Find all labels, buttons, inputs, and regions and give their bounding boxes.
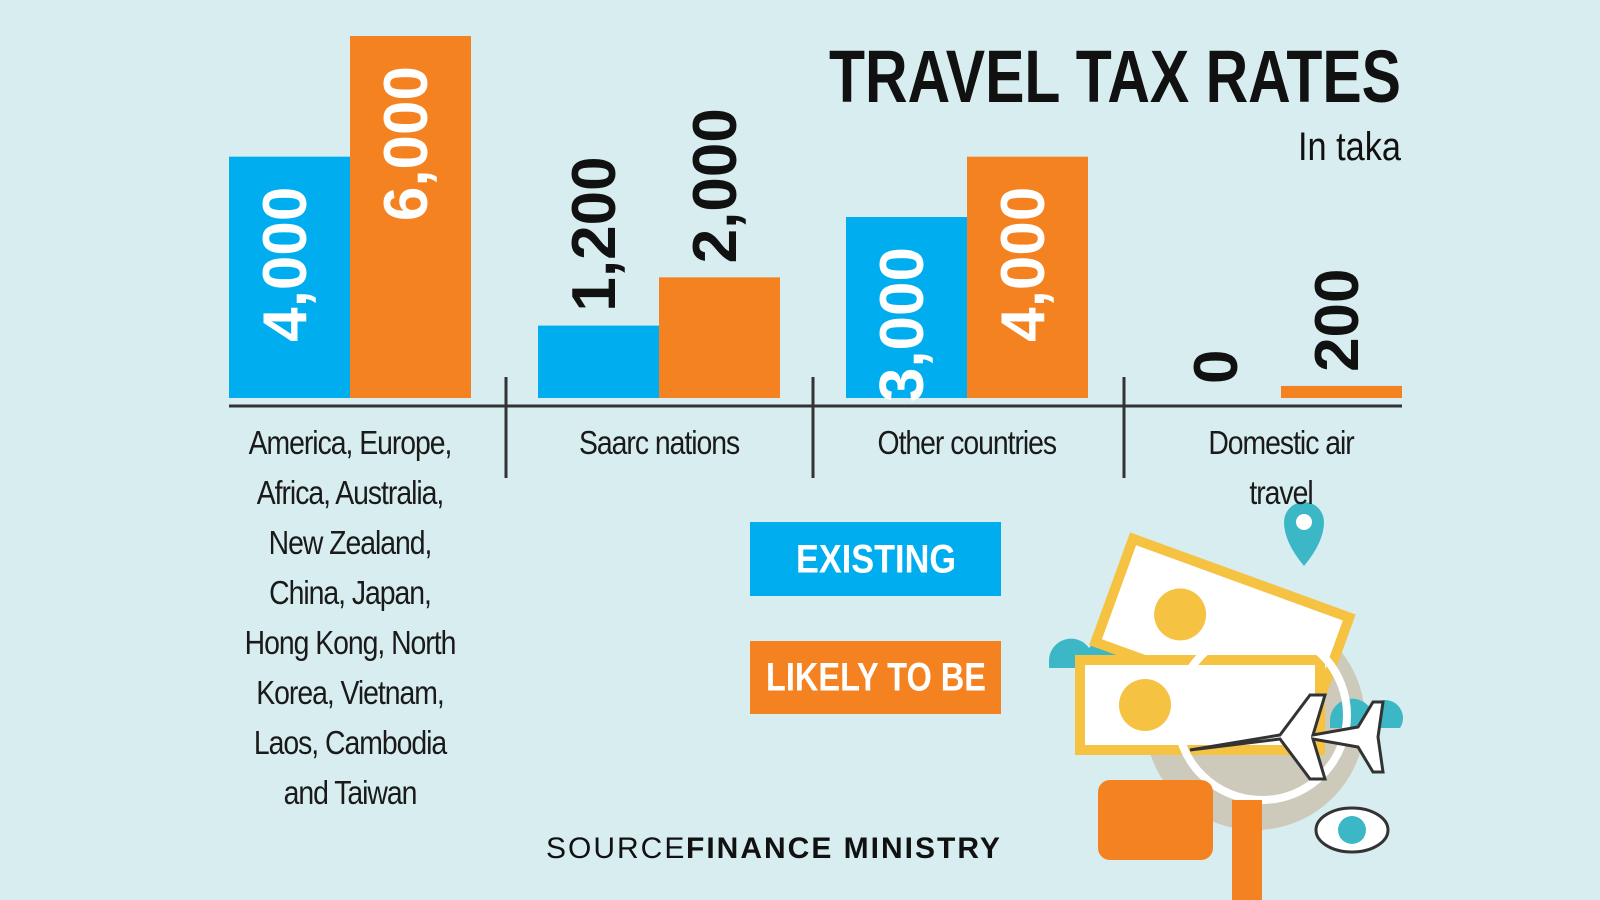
bar (659, 277, 780, 398)
value-label: 200 (1303, 268, 1372, 371)
value-label: 3,000 (868, 247, 937, 402)
illustration (1049, 502, 1404, 900)
category-text: Saarc nations (578, 424, 740, 461)
legend-swatch (750, 522, 1001, 596)
bar (350, 36, 471, 398)
bar (1281, 385, 1402, 398)
category-label: Saarc nations (509, 418, 809, 468)
chart-subtitle: In taka (1298, 125, 1402, 169)
category-text: Domestic air travel (1208, 424, 1354, 511)
value-label: 1,200 (560, 156, 629, 311)
bar (538, 325, 659, 398)
source-name: FINANCE MINISTRY (686, 832, 1002, 865)
category-text: Other countries (877, 424, 1058, 461)
bar (967, 156, 1088, 398)
bar (229, 156, 350, 398)
value-label: 0 (1182, 350, 1251, 384)
legend-label: EXISTING (796, 538, 956, 582)
category-label: Other countries (817, 418, 1117, 468)
legend-label: LIKELY TO BE (766, 656, 986, 700)
legend-swatch (750, 641, 1001, 714)
value-label: 2,000 (681, 108, 750, 263)
bar (846, 217, 967, 398)
value-label: 4,000 (251, 187, 320, 342)
category-label: Domestic air travel (1171, 418, 1391, 518)
value-label: 4,000 (989, 187, 1058, 342)
category-text: America, Europe, Africa, Australia, New … (244, 424, 457, 811)
value-label: 6,000 (372, 66, 441, 221)
chart-title: TRAVEL TAX RATES (829, 35, 1401, 118)
source-label: SOURCE: (546, 832, 697, 865)
category-label: America, Europe, Africa, Australia, New … (225, 418, 475, 818)
